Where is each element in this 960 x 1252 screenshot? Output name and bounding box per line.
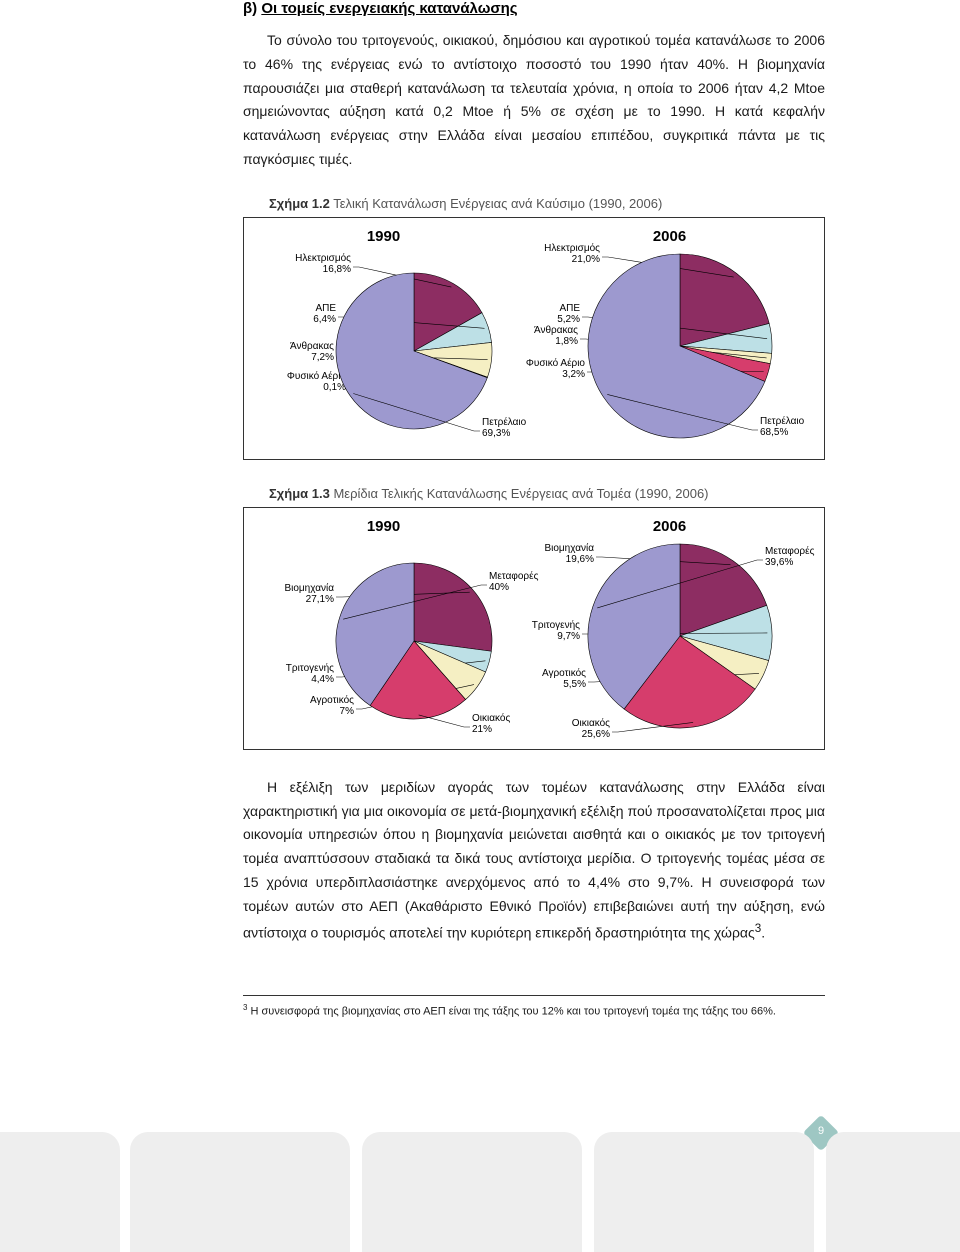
- section-prefix: β): [243, 0, 261, 17]
- svg-text:7%: 7%: [339, 706, 354, 717]
- caption-2-label: Σχήμα 1.3: [269, 486, 330, 501]
- svg-text:1,8%: 1,8%: [555, 336, 578, 347]
- svg-text:39,6%: 39,6%: [765, 557, 793, 568]
- caption-2-text: Μερίδια Τελικής Κατανάλωσης Ενέργειας αν…: [330, 486, 709, 501]
- section-heading: β) Οι τομείς ενεργειακής κατανάλωσης: [243, 0, 825, 17]
- chart-1-box: 1990 Ηλεκτρισμός16,8%ΑΠΕ6,4%Άνθρακας7,2%…: [243, 217, 825, 460]
- svg-text:Φυσικό Αέριο: Φυσικό Αέριο: [525, 357, 585, 369]
- svg-text:Τριτογενής: Τριτογενής: [285, 662, 333, 674]
- chart2-1990-title: 1990: [367, 518, 400, 535]
- caption-1-text: Τελική Κατανάλωση Ενέργειας ανά Καύσιμο …: [330, 196, 662, 211]
- svg-text:ΑΠΕ: ΑΠΕ: [315, 303, 336, 314]
- svg-text:0,1%: 0,1%: [323, 382, 346, 393]
- svg-text:Οικιακός: Οικιακός: [571, 717, 609, 729]
- svg-text:Άνθρακας: Άνθρακας: [289, 341, 333, 352]
- svg-text:Μεταφορές: Μεταφορές: [765, 545, 815, 557]
- chart2-2006-pie: Βιομηχανία19,6% Τριτογενής9,7% Αγροτικός5,…: [520, 541, 820, 731]
- chart1-2006-title: 2006: [653, 228, 686, 245]
- chart2-2006-panel: 2006 Βιομηχανία19,6% Τριτογενής9,7% Αγροτι…: [520, 518, 820, 731]
- paragraph-1: Το σύνολο του τριτογενούς, οικιακού, δημ…: [243, 29, 825, 172]
- svg-text:4,4%: 4,4%: [311, 674, 334, 685]
- svg-text:Τριτογενής: Τριτογενής: [531, 619, 579, 631]
- para2-end: .: [761, 924, 765, 940]
- chart2-1990-pie: Βιομηχανία27,1% Τριτογενής4,4% Αγροτικός7%…: [249, 541, 519, 731]
- chart1-2006-panel: 2006 Ηλεκτρισμός21,0% ΑΠΕ5,2%Άνθρακας1,8%…: [520, 228, 820, 441]
- footnote-rule: [243, 995, 825, 996]
- svg-text:ΑΠΕ: ΑΠΕ: [559, 303, 580, 314]
- para2-main: Η εξέλιξη των μεριδίων αγοράς των τομέων…: [243, 779, 825, 940]
- svg-text:5,2%: 5,2%: [557, 314, 580, 325]
- svg-text:3,2%: 3,2%: [562, 369, 585, 380]
- svg-text:Βιομηχανία: Βιομηχανία: [544, 542, 594, 554]
- caption-1: Σχήμα 1.2 Τελική Κατανάλωση Ενέργειας αν…: [269, 196, 825, 211]
- chart2-1990-panel: 1990 Βιομηχανία27,1% Τριτογενής4,4% Αγροτι…: [249, 518, 519, 731]
- paragraph-2: Η εξέλιξη των μεριδίων αγοράς των τομέων…: [243, 776, 825, 945]
- svg-text:Ηλεκτρισμός: Ηλεκτρισμός: [544, 242, 600, 254]
- svg-text:25,6%: 25,6%: [581, 729, 609, 740]
- svg-text:Φυσικό Αέριο: Φυσικό Αέριο: [286, 370, 346, 382]
- caption-1-label: Σχήμα 1.2: [269, 196, 330, 211]
- svg-text:Οικιακός: Οικιακός: [472, 712, 510, 724]
- footer-decoration: [0, 1132, 960, 1252]
- svg-text:Ηλεκτρισμός: Ηλεκτρισμός: [295, 252, 351, 264]
- svg-text:Αγροτικός: Αγροτικός: [309, 694, 353, 706]
- svg-text:21,0%: 21,0%: [571, 254, 599, 265]
- svg-text:69,3%: 69,3%: [482, 428, 510, 439]
- svg-text:Βιομηχανία: Βιομηχανία: [284, 582, 334, 594]
- chart1-1990-title: 1990: [367, 228, 400, 245]
- svg-text:68,5%: 68,5%: [760, 427, 788, 438]
- svg-text:Πετρέλαιο: Πετρέλαιο: [760, 415, 805, 427]
- svg-text:9,7%: 9,7%: [557, 631, 580, 642]
- footnote-text: Η συνεισφορά της βιομηχανίας στο ΑΕΠ είν…: [247, 1006, 775, 1018]
- chart1-1990-pie: Ηλεκτρισμός16,8% ΑΠΕ6,4% Άνθρακας7,2% Φυσικ…: [249, 251, 519, 441]
- svg-text:6,4%: 6,4%: [313, 314, 336, 325]
- svg-text:5,5%: 5,5%: [563, 679, 586, 690]
- section-title: Οι τομείς ενεργειακής κατανάλωσης: [261, 0, 517, 17]
- caption-2: Σχήμα 1.3 Μερίδια Τελικής Κατανάλωσης Εν…: [269, 486, 825, 501]
- svg-text:40%: 40%: [489, 582, 509, 593]
- footnote: 3 Η συνεισφορά της βιομηχανίας στο ΑΕΠ ε…: [243, 1002, 825, 1020]
- svg-text:Αγροτικός: Αγροτικός: [541, 667, 585, 679]
- svg-text:21%: 21%: [472, 724, 492, 735]
- chart1-2006-pie: Ηλεκτρισμός21,0%ΑΠΕ5,2%Άνθρακας1,8%Φυσικ…: [520, 251, 820, 441]
- svg-text:16,8%: 16,8%: [322, 264, 350, 275]
- chart-2-box: 1990 Βιομηχανία27,1%Τριτογενής4,4%Αγροτι…: [243, 507, 825, 750]
- svg-text:27,1%: 27,1%: [305, 594, 333, 605]
- svg-text:Άνθρακας: Άνθρακας: [533, 325, 577, 336]
- svg-text:7,2%: 7,2%: [311, 352, 334, 363]
- chart2-2006-title: 2006: [653, 518, 686, 535]
- chart1-1990-panel: 1990 Ηλεκτρισμός16,8% ΑΠΕ6,4% Άνθρακας7,2%…: [249, 228, 519, 441]
- svg-text:19,6%: 19,6%: [565, 554, 593, 565]
